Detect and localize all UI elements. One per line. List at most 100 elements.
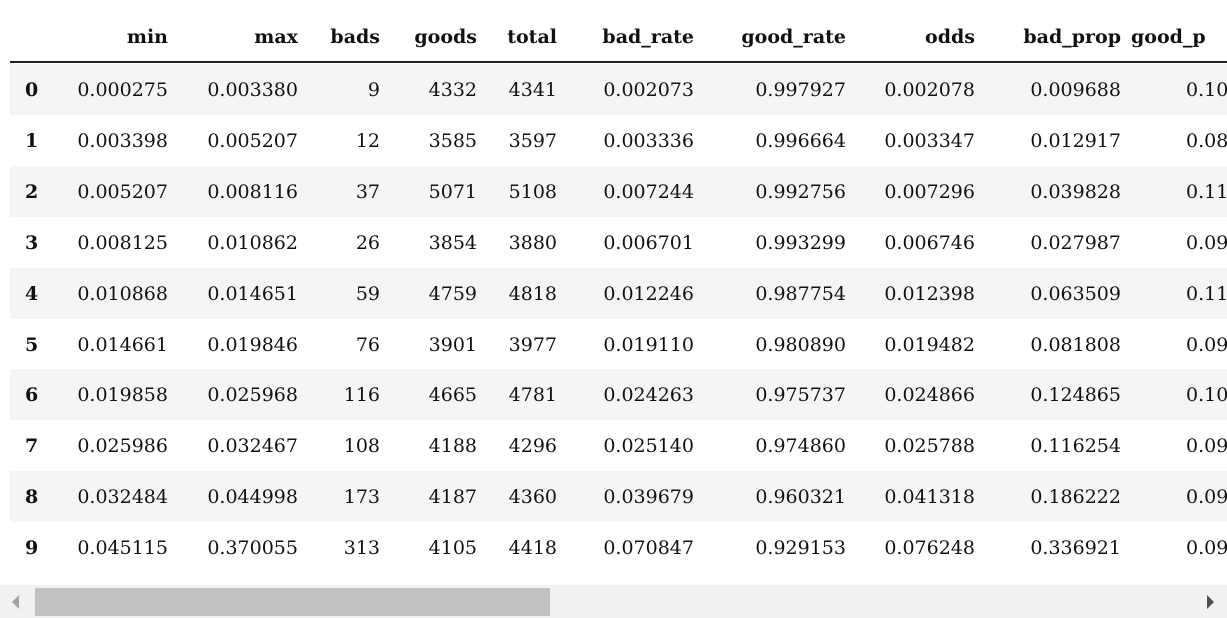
table-cell: 0.09 — [1186, 537, 1227, 560]
table-cell: 0.10 — [1186, 79, 1227, 101]
row-stripe — [10, 369, 1227, 421]
table-cell: 0.045115 — [77, 537, 168, 560]
table-cell: 0.003380 — [207, 79, 298, 101]
table-cell: 0.09 — [1186, 435, 1227, 458]
table-cell: 0.063509 — [1030, 282, 1121, 305]
table-cell: 0.996664 — [755, 129, 846, 152]
table-cell: 0.975737 — [755, 384, 846, 407]
table-cell: 0.019858 — [77, 384, 168, 407]
table-cell: 116 — [343, 384, 380, 407]
table-cell: 3854 — [428, 231, 477, 254]
table-cell: 0.09 — [1186, 231, 1227, 254]
row-stripe — [10, 165, 1227, 217]
column-header: bad_prop — [1023, 26, 1121, 48]
table-cell: 37 — [355, 180, 380, 203]
table-cell: 313 — [343, 537, 380, 560]
row-stripe — [10, 267, 1227, 319]
table-cell: 4187 — [428, 486, 477, 509]
table-cell: 0.960321 — [755, 486, 846, 509]
table-cell: 3585 — [428, 129, 477, 152]
scrollbar-thumb[interactable] — [35, 588, 550, 616]
row-index: 2 — [25, 180, 39, 203]
table-cell: 0.012398 — [884, 282, 975, 305]
table-cell: 4781 — [508, 384, 557, 407]
table-cell: 0.039828 — [1030, 180, 1121, 203]
table-cell: 0.997927 — [755, 79, 846, 101]
table-cell: 0.11 — [1186, 180, 1227, 203]
table-cell: 3597 — [508, 129, 557, 152]
column-header: min — [126, 26, 168, 48]
column-header: max — [254, 26, 298, 48]
table-cell: 0.019482 — [884, 333, 975, 356]
table-cell: 0.012246 — [603, 282, 694, 305]
table-cell: 4341 — [508, 79, 557, 101]
table-cell: 0.008125 — [77, 231, 168, 254]
table-cell: 0.09 — [1186, 333, 1227, 356]
row-index: 7 — [25, 435, 39, 458]
table-cell: 0.019846 — [207, 333, 298, 356]
table-cell: 0.025140 — [603, 435, 694, 458]
table-cell: 26 — [355, 231, 380, 254]
table-cell: 3977 — [508, 333, 557, 356]
scroll-arrows — [12, 595, 1214, 609]
table-cell: 0.005207 — [77, 180, 168, 203]
table-cell: 3880 — [508, 231, 557, 254]
table-cell: 0.000275 — [77, 79, 168, 101]
row-index: 6 — [25, 384, 39, 407]
table-cell: 4759 — [428, 282, 477, 305]
table-cell: 4105 — [428, 537, 477, 560]
table-cell: 0.124865 — [1030, 384, 1121, 407]
table-cell: 173 — [343, 486, 380, 509]
table-cell: 0.336921 — [1030, 537, 1121, 560]
table-cell: 0.002078 — [884, 79, 975, 101]
table-cell: 9 — [367, 79, 380, 101]
table-cell: 59 — [355, 282, 380, 305]
table-cell: 0.014651 — [207, 282, 298, 305]
header-border — [10, 61, 1227, 63]
table-cell: 0.025986 — [77, 435, 168, 458]
table-cell: 4188 — [428, 435, 477, 458]
table-cell: 0.027987 — [1030, 231, 1121, 254]
table-cell: 0.980890 — [755, 333, 846, 356]
table-cell: 3901 — [428, 333, 477, 356]
table-cell: 0.070847 — [603, 537, 694, 560]
scroll-right-arrow[interactable] — [1207, 595, 1214, 609]
column-header: total — [507, 26, 557, 48]
column-header: goods — [414, 26, 477, 48]
table-cell: 0.006746 — [884, 231, 975, 254]
row-index: 4 — [25, 282, 39, 305]
table-cell: 0.003336 — [603, 129, 694, 152]
table-cell: 0.010862 — [207, 231, 298, 254]
table-cell: 4332 — [428, 79, 477, 101]
row-stripe — [10, 471, 1227, 523]
table-cell: 0.003347 — [884, 129, 975, 152]
table-cell: 0.012917 — [1030, 129, 1121, 152]
table-cell: 108 — [343, 435, 380, 458]
table-cell: 0.11 — [1186, 282, 1227, 305]
horizontal-scrollbar[interactable] — [0, 585, 1227, 618]
table-cell: 0.09 — [1186, 486, 1227, 509]
column-header: bad_rate — [602, 26, 694, 48]
table-cell: 0.005207 — [207, 129, 298, 152]
row-index: 5 — [25, 333, 39, 356]
table-cell: 0.039679 — [603, 486, 694, 509]
table-cell: 4665 — [428, 384, 477, 407]
table-cell: 0.116254 — [1030, 435, 1121, 458]
table-cell: 0.032467 — [207, 435, 298, 458]
table-cell: 0.007296 — [884, 180, 975, 203]
row-index: 3 — [25, 231, 39, 254]
table-cell: 0.044998 — [207, 486, 298, 509]
column-header: bads — [330, 26, 380, 48]
table-cell: 0.008116 — [207, 180, 298, 203]
table-cell: 0.10 — [1186, 384, 1227, 407]
row-index: 9 — [25, 537, 39, 560]
column-header: odds — [925, 26, 975, 48]
table-cell: 0.186222 — [1030, 486, 1121, 509]
table-cell: 0.08 — [1186, 129, 1227, 152]
table-cell: 0.003398 — [77, 129, 168, 152]
table-cell: 4418 — [508, 537, 557, 560]
column-header: good_p — [1131, 26, 1206, 48]
scroll-left-arrow[interactable] — [12, 595, 19, 609]
table-cell: 0.025968 — [207, 384, 298, 407]
